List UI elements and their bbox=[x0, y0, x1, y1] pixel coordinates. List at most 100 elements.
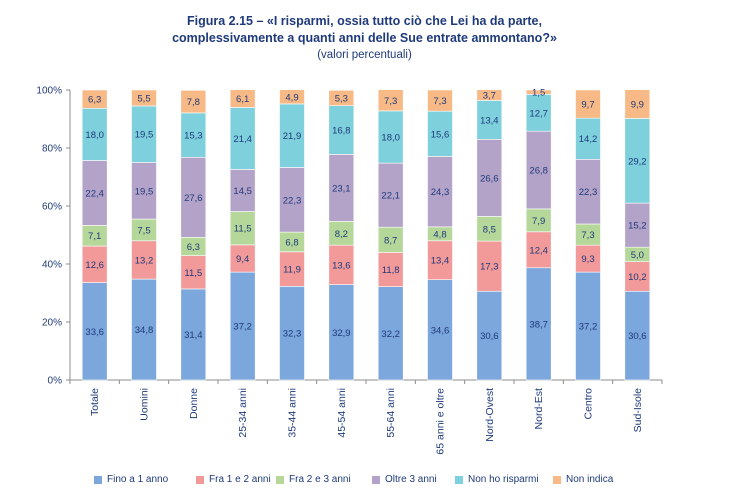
data-label: 4,8 bbox=[433, 229, 446, 240]
stacked-bar-chart: 0% 20% 40% 60% 80% 100% 33,6 12,6 7,1 22,4 18,0 6,3… bbox=[36, 86, 663, 455]
bar-segment bbox=[377, 286, 404, 381]
data-label: 9,3 bbox=[581, 254, 594, 265]
bar-segment bbox=[427, 110, 453, 157]
category-label: 35-44 anni bbox=[287, 388, 299, 438]
data-label: 14,2 bbox=[579, 134, 598, 145]
data-label: 21,9 bbox=[283, 131, 302, 142]
bar-segment bbox=[328, 89, 355, 106]
data-label: 7,3 bbox=[384, 96, 397, 107]
data-label: 22,4 bbox=[85, 188, 104, 199]
data-label: 19,5 bbox=[135, 130, 154, 141]
chart-legend: Fino a 1 anno Fra 1 e 2 anni Fra 2 e 3 ann… bbox=[0, 474, 729, 490]
data-label: 9,4 bbox=[236, 254, 249, 265]
bar-segment bbox=[180, 89, 207, 114]
legend-swatch bbox=[276, 475, 284, 484]
data-label: 17,3 bbox=[480, 262, 499, 273]
data-label: 6,3 bbox=[88, 95, 101, 106]
data-label: 6,1 bbox=[236, 94, 249, 105]
data-label: 29,2 bbox=[628, 156, 647, 167]
data-label: 3,7 bbox=[483, 91, 496, 102]
bar-segment bbox=[328, 154, 355, 222]
bar-segment bbox=[229, 271, 256, 381]
data-label: 32,9 bbox=[332, 328, 351, 339]
legend-swatch bbox=[372, 475, 380, 484]
data-label: 12,6 bbox=[85, 260, 104, 271]
y-tick-label: 0% bbox=[48, 376, 63, 387]
data-label: 15,2 bbox=[628, 221, 647, 232]
data-label: 13,4 bbox=[431, 256, 450, 267]
category-label: 45-54 anni bbox=[336, 388, 348, 438]
bar-segment bbox=[180, 112, 207, 158]
data-label: 8,7 bbox=[384, 235, 397, 246]
data-label: 33,6 bbox=[85, 327, 104, 338]
data-label: 31,4 bbox=[184, 330, 203, 341]
bar-segment bbox=[377, 226, 404, 253]
data-label: 18,0 bbox=[381, 132, 400, 143]
bar-segment bbox=[279, 167, 305, 233]
data-label: 7,9 bbox=[532, 216, 545, 227]
legend-swatch bbox=[553, 475, 561, 484]
bar-segment bbox=[229, 107, 256, 170]
bar-segment bbox=[180, 255, 207, 290]
legend-item: Non ho risparmi bbox=[455, 474, 539, 485]
data-label: 13,2 bbox=[135, 255, 154, 266]
bar-segment bbox=[180, 156, 207, 238]
data-label: 12,4 bbox=[529, 245, 548, 256]
y-tick-label: 60% bbox=[42, 202, 62, 213]
bar-segment bbox=[279, 286, 305, 381]
data-label: 10,2 bbox=[628, 272, 647, 283]
chart-title-line1: Figura 2.15 – «I risparmi, ossia tutto c… bbox=[187, 14, 542, 28]
category-label: Uomini bbox=[139, 388, 151, 421]
data-label: 7,8 bbox=[187, 97, 200, 108]
bar-segment bbox=[279, 251, 305, 287]
bar-segment bbox=[476, 89, 503, 101]
category-label: Donne bbox=[188, 388, 200, 419]
data-label: 37,2 bbox=[233, 322, 252, 333]
data-label: 11,8 bbox=[382, 265, 400, 276]
data-label: 11,5 bbox=[234, 224, 252, 235]
data-label: 5,3 bbox=[335, 93, 348, 104]
chart-title-line2: complessivamente a quanti anni delle Sue… bbox=[172, 31, 557, 45]
bar-segment bbox=[427, 156, 453, 228]
bar-segment bbox=[575, 89, 601, 119]
legend-item: Fra 2 e 3 anni bbox=[276, 474, 351, 485]
bar-segment bbox=[624, 89, 651, 119]
data-label: 7,3 bbox=[581, 230, 594, 241]
category-label: Totale bbox=[89, 388, 101, 416]
data-label: 15,3 bbox=[184, 131, 203, 142]
data-label: 9,9 bbox=[631, 100, 644, 111]
y-tick-label: 80% bbox=[42, 144, 62, 155]
data-label: 6,3 bbox=[187, 242, 200, 253]
data-label: 1,5 bbox=[532, 88, 545, 99]
bar-segment bbox=[229, 211, 256, 246]
category-label: Nord-Ovest bbox=[484, 388, 496, 442]
data-label: 26,6 bbox=[480, 173, 499, 184]
data-label: 8,2 bbox=[335, 229, 348, 240]
data-label: 16,8 bbox=[332, 126, 351, 137]
data-label: 12,7 bbox=[529, 108, 548, 119]
bar-segment bbox=[279, 89, 305, 105]
legend-label: Fra 1 e 2 anni bbox=[209, 474, 271, 485]
legend-swatch bbox=[94, 475, 102, 484]
bar-segment bbox=[229, 244, 256, 273]
data-label: 14,5 bbox=[233, 186, 252, 197]
bar-segment bbox=[131, 278, 157, 381]
data-label: 18,0 bbox=[85, 130, 104, 141]
bar-segment bbox=[575, 117, 601, 160]
data-label: 27,6 bbox=[184, 193, 203, 204]
data-label: 13,4 bbox=[480, 115, 499, 126]
data-label: 38,7 bbox=[529, 319, 548, 330]
data-label: 5,0 bbox=[631, 250, 644, 261]
legend-label: Fino a 1 anno bbox=[107, 474, 169, 485]
category-label: Nord-Est bbox=[533, 388, 545, 430]
bar-segment bbox=[525, 89, 552, 95]
bar-segment bbox=[131, 105, 157, 163]
data-label: 34,8 bbox=[135, 325, 154, 336]
bar-segment bbox=[427, 89, 453, 112]
data-label: 8,5 bbox=[483, 224, 496, 235]
legend-swatch bbox=[455, 475, 463, 484]
bar-segment bbox=[180, 288, 207, 381]
data-label: 11,9 bbox=[283, 265, 301, 276]
data-label: 4,9 bbox=[285, 92, 298, 103]
data-label: 30,6 bbox=[628, 331, 647, 342]
